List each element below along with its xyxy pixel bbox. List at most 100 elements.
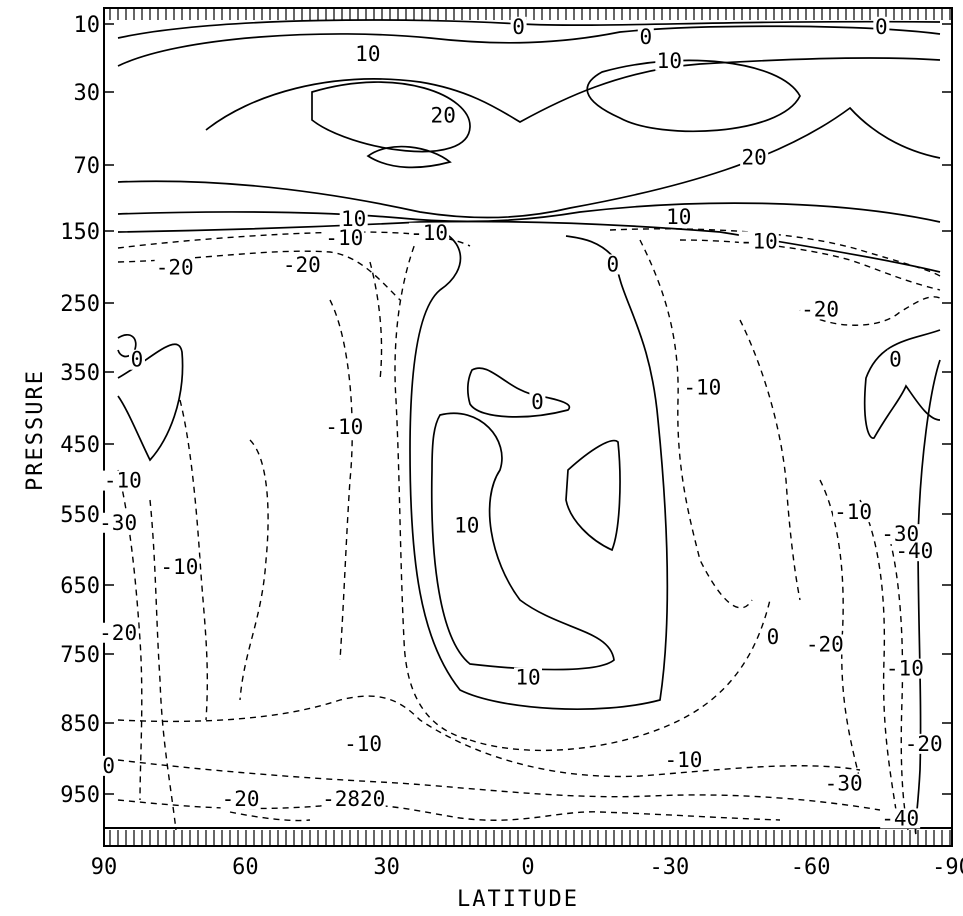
contour-line bbox=[329, 299, 353, 661]
contour-label-bg bbox=[604, 254, 621, 275]
contour-label: 20 bbox=[431, 103, 456, 127]
contour-label-bg bbox=[764, 626, 781, 647]
contour-label: 0 bbox=[512, 15, 525, 39]
contour-line bbox=[889, 539, 909, 831]
contour-line bbox=[117, 343, 184, 462]
contour-label: -10 bbox=[886, 657, 924, 681]
contour-line bbox=[205, 57, 941, 131]
x-axis-title: LATITUDE bbox=[457, 887, 579, 912]
contour-line bbox=[409, 223, 669, 711]
contour-label-bg bbox=[514, 667, 542, 688]
contour-line bbox=[117, 220, 941, 273]
y-tick-label: 70 bbox=[74, 154, 101, 179]
contour-label: -20 bbox=[222, 787, 260, 811]
contour-label: 0 bbox=[767, 625, 780, 649]
contour-label-bg bbox=[100, 755, 117, 776]
contour-label: -10 bbox=[410, 221, 448, 245]
axis-labels: 90 60 30 0 -30 -60 -90 10 30 70 150 250 350 450 550 650… bbox=[60, 13, 963, 880]
contour-label-bg bbox=[529, 391, 546, 412]
contour-label-bg bbox=[321, 789, 386, 810]
contour-label-bg bbox=[154, 257, 195, 278]
x-tick-label: -90 bbox=[932, 855, 963, 880]
contour-label: -10 bbox=[683, 375, 721, 399]
contour-label-bg bbox=[102, 470, 143, 491]
plot-frame bbox=[103, 7, 953, 847]
contour-line bbox=[609, 228, 941, 277]
contour-label: 10 bbox=[355, 42, 380, 66]
contour-line bbox=[117, 799, 781, 821]
contour-label: 20 bbox=[741, 145, 766, 169]
contour-label-bg bbox=[343, 733, 384, 754]
x-tick-label: -30 bbox=[649, 855, 689, 880]
contour-label-bg bbox=[884, 658, 925, 679]
contour-label: -10 bbox=[325, 415, 363, 439]
contour-label-bg bbox=[804, 634, 845, 655]
contour-line bbox=[117, 106, 941, 219]
contour-label: 0 bbox=[131, 348, 144, 372]
contour-label: -20 bbox=[156, 255, 194, 279]
contour-label: -30 bbox=[825, 772, 863, 796]
contour-label: 0 bbox=[606, 252, 619, 276]
contour-label: 10 bbox=[666, 205, 691, 229]
contour-label: -10 bbox=[325, 226, 363, 250]
contour-line bbox=[859, 499, 897, 811]
contour-label: 10 bbox=[657, 49, 682, 73]
y-tick-label: 850 bbox=[60, 712, 100, 737]
contour-label-bg bbox=[740, 147, 769, 168]
contour-label-bg bbox=[823, 773, 864, 794]
contour-label-bg bbox=[220, 789, 261, 810]
contour-label-bg bbox=[880, 808, 921, 829]
contour-line bbox=[430, 412, 615, 671]
contour-line bbox=[149, 499, 177, 831]
y-tick-label: 350 bbox=[60, 361, 100, 386]
contour-label-bg bbox=[663, 750, 704, 771]
contour-line bbox=[469, 599, 771, 752]
contour-line bbox=[117, 25, 941, 67]
contour-lines bbox=[117, 19, 941, 835]
contour-label-bg bbox=[98, 512, 139, 533]
contour-label-bg bbox=[281, 255, 322, 276]
contour-label: -20 bbox=[283, 253, 321, 277]
contour-label: -20 bbox=[905, 732, 943, 756]
contour-label-bg bbox=[159, 556, 200, 577]
contour-line bbox=[739, 319, 801, 601]
contour-label-bg bbox=[894, 541, 935, 562]
contour-line bbox=[863, 329, 941, 439]
contour-label: 10 bbox=[515, 666, 540, 690]
contour-label-bg bbox=[429, 105, 458, 126]
contour-label: -10 bbox=[740, 229, 778, 253]
contour-label-bg bbox=[637, 27, 654, 47]
contour-label-bg bbox=[510, 16, 527, 37]
y-axis-title: PRESSURE bbox=[23, 369, 48, 491]
contour-label-bg bbox=[800, 299, 841, 320]
contour-label: -10 bbox=[834, 500, 872, 524]
contour-label: -10 bbox=[344, 732, 382, 756]
plot-border bbox=[103, 7, 953, 847]
contour-line bbox=[117, 19, 941, 39]
contour-label: -10 bbox=[160, 555, 198, 579]
contour-label-bg bbox=[903, 733, 944, 754]
contour-label-bg bbox=[880, 524, 921, 545]
contour-line bbox=[639, 239, 753, 609]
x-tick-label: 60 bbox=[232, 855, 259, 880]
x-tick-label: -60 bbox=[791, 855, 831, 880]
contour-label: -20 bbox=[801, 297, 839, 321]
contour-label-bg bbox=[887, 349, 904, 370]
contour-label-bg bbox=[339, 208, 368, 229]
contour-label: -40 bbox=[881, 806, 919, 830]
y-tick-label: 10 bbox=[74, 13, 101, 38]
contour-line bbox=[369, 261, 383, 381]
y-tick-label: 250 bbox=[60, 292, 100, 317]
x-tick-label: 30 bbox=[373, 855, 400, 880]
y-tick-label: 30 bbox=[74, 81, 101, 106]
contour-label-bg bbox=[409, 222, 450, 243]
y-tick-label: 950 bbox=[60, 783, 100, 808]
contour-line bbox=[394, 235, 471, 741]
contour-label-bg bbox=[664, 207, 693, 228]
contour-label: 10 bbox=[454, 514, 479, 538]
tick-marks bbox=[104, 8, 952, 846]
contour-label: 0 bbox=[639, 25, 652, 49]
contour-line bbox=[914, 359, 941, 835]
contour-label-bg bbox=[353, 44, 382, 64]
